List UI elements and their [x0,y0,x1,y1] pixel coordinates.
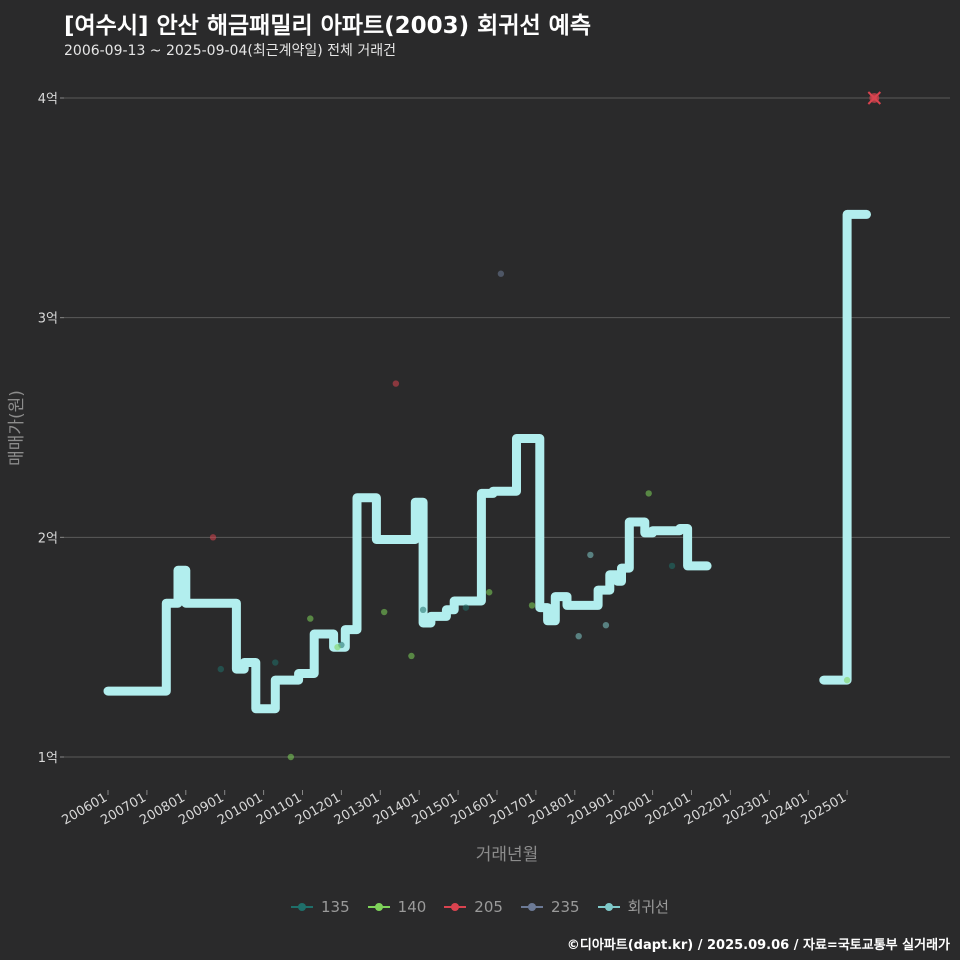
data-point-135 [668,562,676,570]
data-point-140 [528,602,536,609]
legend-key-icon [444,900,467,914]
grid-lines [60,97,950,795]
legend-label: 205 [474,897,503,916]
regression-line [819,209,871,685]
legend-label: 140 [397,897,427,916]
legend-item-205[interactable]: 205 [444,896,503,917]
legend-item-140[interactable]: 140 [367,896,427,917]
legend-item-135[interactable]: 135 [291,896,350,917]
y-axis-title: 매매가(원) [7,390,27,466]
data-point-135 [217,665,225,673]
data-point-140 [843,676,851,684]
y-tick-label: 2억 [38,531,58,546]
legend-key-icon [597,900,620,914]
data-point-205 [392,380,400,387]
data-point-140 [307,615,314,622]
latest-point-x-marker [867,91,882,105]
axis-labels-group: 1억2억3억4억20060120070120080120090120100120… [7,92,849,865]
data-point-140 [486,589,493,596]
legend-label: 회귀선 [627,898,669,916]
regression-line [103,434,712,714]
data-point-회귀선 [602,622,610,629]
legend-item-235[interactable]: 235 [520,896,580,917]
data-point-235 [497,270,505,277]
data-point-135 [419,606,427,614]
legend-key-icon [520,900,543,914]
x-axis-title: 거래년월 [476,845,539,865]
x-tick-label: 202501 [799,790,849,828]
data-point-회귀선 [575,632,582,640]
data-point-140 [287,753,295,761]
data-point-135 [272,659,279,666]
chart-subtitle: 2006-09-13 ~ 2025-09-04(최근계약일) 전체 거래건 [64,43,396,59]
legend-item-regression[interactable]: 회귀선 [597,896,669,917]
scatter-points-group [209,91,882,761]
data-point-135 [462,604,470,611]
data-point-140 [380,608,388,616]
legend: 135 140 205 235 회귀선 [0,896,960,917]
data-point-205 [209,534,217,541]
y-tick-label: 1억 [38,751,58,766]
legend-label: 135 [321,897,350,916]
source-caption: ©디아파트(dapt.kr) / 2025.09.06 / 자료=국토교통부 실… [566,938,950,953]
y-tick-label: 3억 [38,312,58,327]
legend-key-icon [367,900,390,914]
y-tick-label: 4억 [38,92,58,107]
legend-label: 235 [550,897,580,916]
chart-title: [여수시] 안산 해금패밀리 아파트(2003) 회귀선 예측 [64,13,591,39]
legend-key-icon [291,900,314,914]
data-point-140 [334,643,341,651]
data-point-140 [645,490,652,497]
regression-line-group [103,209,871,714]
data-point-회귀선 [587,551,594,559]
data-point-140 [408,652,415,660]
